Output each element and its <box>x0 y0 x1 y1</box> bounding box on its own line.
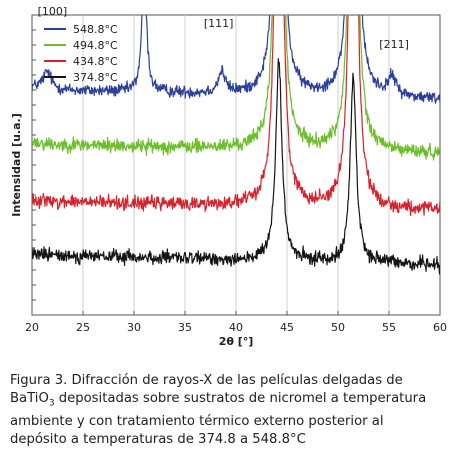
x-tick-label: 30 <box>127 321 141 334</box>
legend-label-0: 548.8°C <box>73 23 118 36</box>
x-tick-labels: 20 25 30 35 40 45 50 55 60 <box>25 321 447 334</box>
y-axis-title: Intensidad [u.a.] <box>10 113 23 216</box>
caption-formula: BaTiO <box>10 391 49 406</box>
series-line-3 <box>32 58 440 275</box>
x-tick-label: 20 <box>25 321 39 334</box>
legend-label-1: 494.8°C <box>73 39 118 52</box>
figure-caption: Figura 3. Difracción de rayos-X de las p… <box>10 372 442 449</box>
x-tick-label: 35 <box>178 321 192 334</box>
caption-line-4: depósito a temperaturas de 374.8 a 548.8… <box>10 431 306 447</box>
series-line-2 <box>32 15 440 217</box>
x-axis-title: 2θ [°] <box>219 335 254 348</box>
series-line-1 <box>32 15 440 161</box>
annotation-label-2: [111] <box>204 17 234 30</box>
x-tick-label: 55 <box>382 321 396 334</box>
x-gridlines <box>31 15 441 315</box>
x-tick-label: 25 <box>76 321 90 334</box>
caption-formula-subscript: 3 <box>48 398 55 409</box>
annotations-layer: [100][110][111][211]Nicromel <box>38 5 409 51</box>
caption-line-2: BaTiO3 depositadas sobre sustratos de ni… <box>10 390 442 413</box>
x-tick-label: 45 <box>280 321 294 334</box>
annotation-label-3: [211] <box>379 38 409 51</box>
legend: 548.8°C 494.8°C 434.8°C 374.8°C <box>44 23 118 84</box>
annotation-label-0: [100] <box>38 5 68 18</box>
caption-line-1: Figura 3. Difracción de rayos-X de las p… <box>10 373 403 388</box>
series-line-0 <box>32 15 440 104</box>
xrd-chart: [100][110][111][211]Nicromel 548.8°C494.… <box>10 5 447 348</box>
series-layer <box>32 15 440 275</box>
x-tick-label: 50 <box>331 321 345 334</box>
legend-label-2: 434.8°C <box>73 55 118 68</box>
caption-line-2-rest: depositadas sobre sustratos de nicromel … <box>54 391 427 406</box>
x-tick-label: 40 <box>229 321 243 334</box>
legend-label-3: 374.8°C <box>73 71 118 84</box>
caption-line-3: ambiente y con tratamiento térmico exter… <box>10 413 384 429</box>
x-tick-label: 60 <box>433 321 447 334</box>
